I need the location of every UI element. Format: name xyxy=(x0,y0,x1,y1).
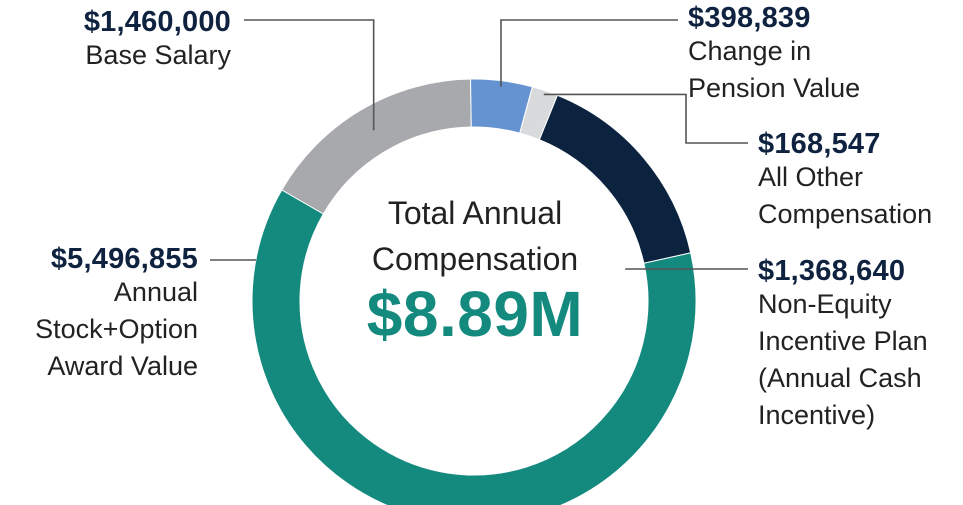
label-pension: $398,839 Change in Pension Value xyxy=(688,4,918,107)
non-equity-value: $1,368,640 xyxy=(758,255,906,287)
leader-line-other xyxy=(543,93,748,144)
leader-line-pension xyxy=(500,19,678,87)
pension-value: $398,839 xyxy=(688,2,811,34)
all-other-value: $168,547 xyxy=(758,128,881,160)
center-title: Total Annual Compensation xyxy=(371,195,579,277)
leader-line-base xyxy=(244,19,375,131)
all-other-desc: All Other Compensation xyxy=(758,162,933,229)
stock-option-desc: Annual Stock+Option Award Value xyxy=(35,277,198,381)
stock-option-value: $5,496,855 xyxy=(50,243,198,275)
non-equity-desc: Non-Equity Incentive Plan (Annual Cash I… xyxy=(758,289,928,430)
pension-desc: Change in Pension Value xyxy=(688,36,861,103)
label-base-salary: $1,460,000 Base Salary xyxy=(0,8,231,74)
label-all-other: $168,547 All Other Compensation xyxy=(758,130,963,233)
label-stock-option: $5,496,855 Annual Stock+Option Award Val… xyxy=(0,245,198,385)
label-non-equity: $1,368,640 Non-Equity Incentive Plan (An… xyxy=(758,257,963,434)
center-total-value: $8.89M xyxy=(366,278,584,350)
base-salary-desc: Base Salary xyxy=(85,40,231,70)
slice-stock xyxy=(251,189,697,505)
base-salary-value: $1,460,000 xyxy=(83,6,231,38)
